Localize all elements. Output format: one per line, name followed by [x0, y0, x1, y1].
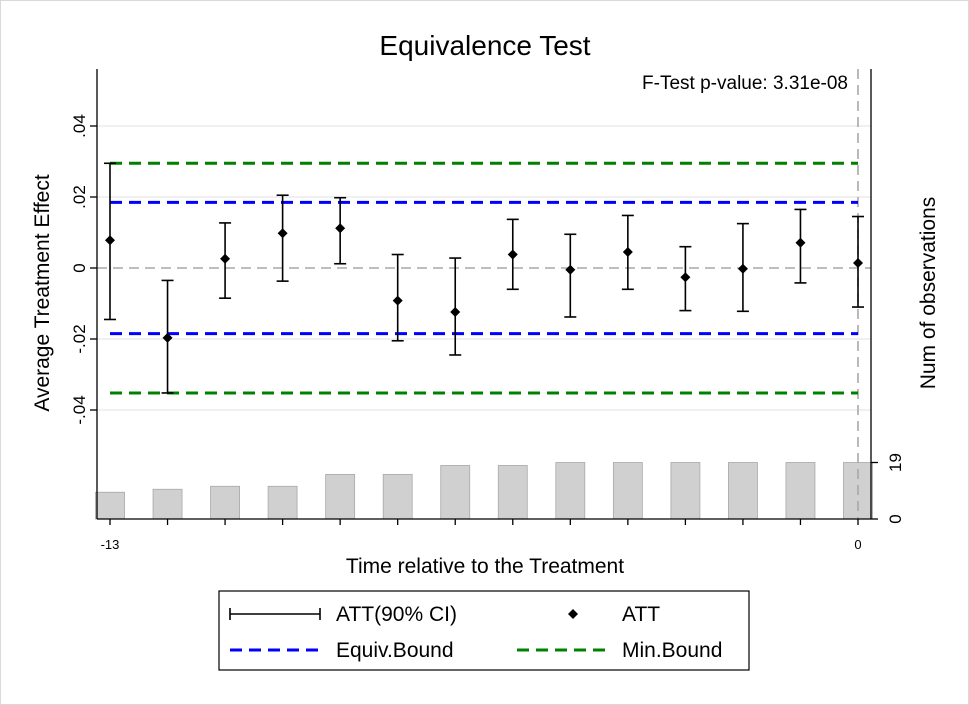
chart-title: Equivalence Test — [379, 30, 590, 61]
legend-box — [218, 590, 750, 671]
y2-tick-label: 0 — [886, 514, 905, 523]
observation-bar — [555, 462, 586, 520]
legend-entry-att: ATT — [568, 603, 660, 626]
legend-entry-equiv: Equiv.Bound — [230, 639, 454, 662]
y2-axis-title: Num of observations — [917, 197, 940, 390]
att-point — [622, 247, 633, 258]
observation-bar — [785, 462, 816, 520]
att-point — [565, 264, 576, 275]
att-point — [392, 295, 403, 306]
att-point — [507, 249, 518, 260]
observation-bar — [440, 465, 471, 520]
y-tick-label: .04 — [70, 114, 89, 138]
legend-entry-ci: ATT(90% CI) — [229, 603, 457, 626]
legend-att-label: ATT — [622, 603, 660, 626]
y2-tick-label: 19 — [886, 453, 905, 472]
att-points — [104, 162, 864, 394]
observation-bar — [210, 485, 240, 520]
x-axis-title: Time relative to the Treatment — [346, 555, 624, 578]
att-point — [220, 253, 231, 264]
observation-bars — [95, 462, 873, 520]
att-point — [450, 307, 461, 318]
axes: .04 .02 0 -.02 -.04 -13 0 19 0 — [70, 69, 905, 552]
y-tick-label: 0 — [70, 263, 89, 272]
observation-bar — [152, 488, 183, 520]
observation-bar — [325, 473, 356, 520]
att-point — [105, 235, 115, 246]
att-point — [737, 263, 748, 274]
att-point — [162, 332, 173, 343]
legend-entry-min: Min.Bound — [517, 639, 722, 662]
att-point — [853, 258, 863, 269]
att-point — [277, 228, 288, 239]
legend-ci-label: ATT(90% CI) — [336, 603, 457, 626]
observation-bar — [382, 473, 413, 520]
att-point — [335, 223, 346, 234]
f-test-annotation: F-Test p-value: 3.31e-08 — [642, 73, 848, 94]
observation-bar — [612, 462, 643, 520]
y-axis-title: Average Treatment Effect — [31, 174, 54, 412]
grid-layer — [97, 125, 871, 411]
legend-equiv-label: Equiv.Bound — [336, 639, 454, 662]
observation-bar — [497, 465, 528, 520]
x-tick-label: -13 — [101, 537, 120, 552]
observation-bar — [267, 485, 298, 520]
legend-min-label: Min.Bound — [622, 639, 722, 662]
y-tick-label: .02 — [70, 185, 89, 209]
legend: ATT(90% CI) ATT Equiv.Bound Min.Bound — [218, 590, 750, 671]
y-tick-label: -.02 — [70, 324, 89, 353]
observation-bar — [728, 462, 758, 520]
x-tick-label: 0 — [854, 537, 861, 552]
legend-att-diamond-icon — [568, 609, 578, 619]
observation-bar — [670, 462, 701, 520]
att-point — [680, 272, 691, 283]
y-tick-label: -.04 — [70, 395, 89, 424]
att-point — [795, 237, 806, 248]
observation-bar — [95, 491, 125, 520]
